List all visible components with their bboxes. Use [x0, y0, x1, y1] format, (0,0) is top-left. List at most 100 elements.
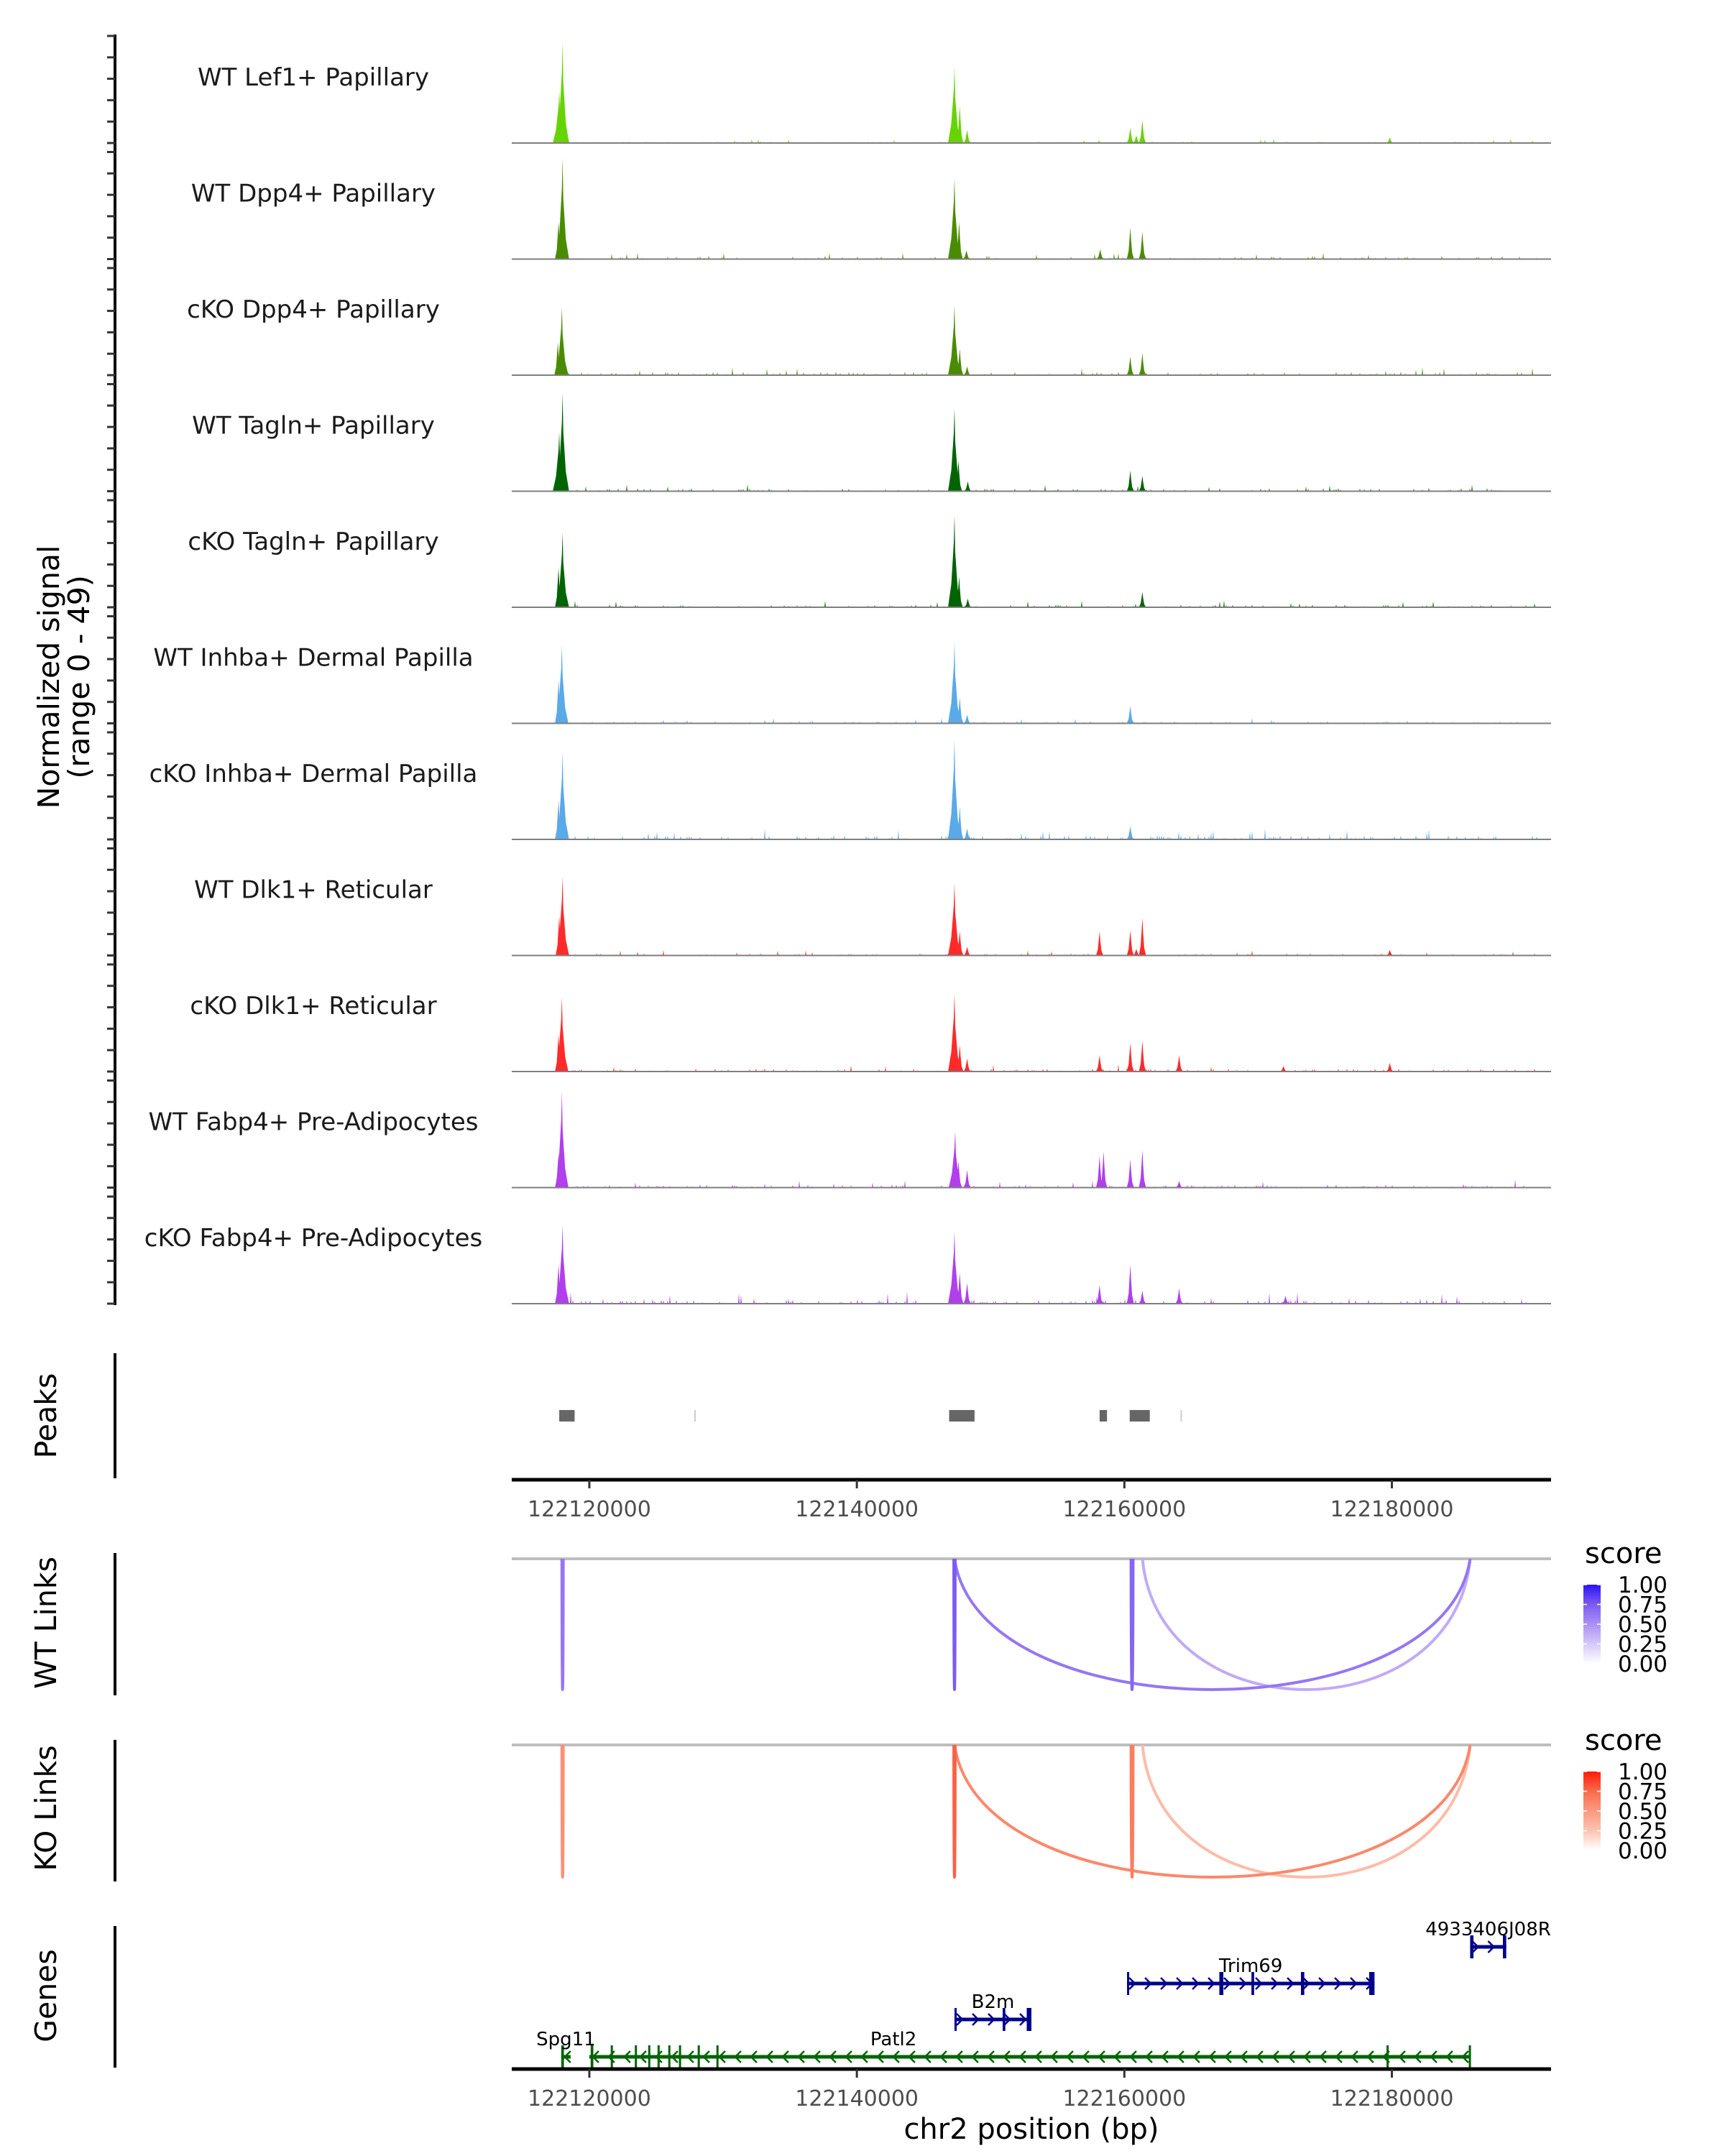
link-arc — [1129, 1744, 1135, 1879]
coverage-peak — [955, 576, 963, 607]
coverage-background — [576, 484, 1522, 492]
gene-exon — [1127, 1972, 1130, 1995]
strand-arrow-icon — [845, 2050, 852, 2063]
gene-label: Trim69 — [1218, 1955, 1282, 1977]
coverage-peak — [1138, 476, 1146, 492]
coverage-peak — [956, 1273, 964, 1304]
gene-label: B2m — [972, 1991, 1015, 2013]
strand-arrow-icon — [1335, 2050, 1343, 2063]
y-axis-title-line1: Normalized signal — [32, 545, 66, 809]
gene-exon — [1503, 1935, 1506, 1958]
coverage-peak — [956, 106, 964, 143]
coverage-peak — [1126, 127, 1134, 143]
coverage-peak — [553, 91, 566, 143]
coverage-peak — [963, 129, 971, 143]
coverage-peak — [1095, 1156, 1103, 1188]
strand-arrow-icon — [813, 2050, 821, 2063]
coverage-peak — [1133, 135, 1141, 143]
gene-exon — [1368, 1972, 1375, 1995]
coverage-peak — [1138, 120, 1146, 143]
track-label: WT Inhba+ Dermal Papilla — [153, 644, 473, 673]
gene-exon — [1219, 1972, 1224, 1995]
strand-arrow-icon — [1144, 1977, 1152, 1990]
track-label: WT Fabp4+ Pre-Adipocytes — [149, 1108, 479, 1137]
strand-arrow-icon — [1302, 1977, 1310, 1990]
coverage-peak — [1175, 1181, 1183, 1188]
coverage-peak — [956, 1045, 964, 1072]
coverage-peak — [947, 642, 961, 724]
coverage-track: WT Dlk1+ Reticular — [107, 847, 1551, 957]
strand-arrow-icon — [956, 2013, 964, 2026]
strand-arrow-icon — [1160, 1977, 1168, 1990]
gene-exon — [678, 2045, 681, 2068]
strand-arrow-icon — [908, 2050, 916, 2063]
links-label: WT Links — [29, 1557, 63, 1689]
coverage-peak — [1126, 826, 1134, 839]
coverage-peak — [555, 1152, 563, 1188]
coverage-background — [568, 600, 1535, 607]
strand-arrow-icon — [1256, 2050, 1264, 2063]
strand-arrow-icon — [1034, 2050, 1042, 2063]
strand-arrow-icon — [1414, 2050, 1422, 2063]
track-label: WT Lef1+ Papillary — [198, 63, 429, 92]
coverage-peak — [947, 1231, 961, 1304]
x-axis-title: chr2 position (bp) — [903, 2113, 1159, 2146]
strand-arrow-icon — [734, 2050, 742, 2063]
coverage-peak — [947, 407, 961, 492]
coverage-peak — [963, 714, 971, 724]
link-arc — [560, 1558, 565, 1691]
coverage-background — [570, 1291, 1527, 1304]
legend-tick-label: 0.25 — [1618, 1819, 1668, 1845]
gene-exon — [1300, 1972, 1305, 1995]
gene-label: 4933406J08R — [1425, 1919, 1551, 1940]
strand-arrow-icon — [1050, 2050, 1058, 2063]
track-label: cKO Inhba+ Dermal Papilla — [150, 760, 478, 788]
gene-label: Spg11 — [536, 2029, 596, 2050]
strand-arrow-icon — [1018, 2050, 1026, 2063]
gene-exon — [668, 2045, 671, 2068]
coverage-peak — [956, 806, 964, 839]
gene-trim69: Trim69 — [1127, 1955, 1375, 1995]
gene-exon — [610, 2045, 613, 2068]
peaks-track: Peaks — [29, 1353, 1182, 1478]
legend-tick-label: 0.50 — [1618, 1612, 1668, 1638]
strand-arrow-icon — [829, 2050, 837, 2063]
coverage-peak — [556, 158, 569, 259]
x-axis: 122120000 122140000 122160000 122180000 — [512, 1478, 1551, 1522]
peak-region — [1129, 1410, 1150, 1422]
legend-tick-label: 0.25 — [1618, 1632, 1668, 1658]
coverage-peak — [947, 305, 961, 375]
coverage-track: WT Lef1+ Papillary — [107, 34, 1551, 144]
coverage-background — [576, 1179, 1535, 1188]
coverage-track: cKO Fabp4+ Pre-Adipocytes — [107, 1195, 1551, 1305]
coverage-peak — [947, 515, 961, 607]
coverage-peak — [1138, 1150, 1146, 1188]
genes-track: Genes 4933406J08R Trim69 B2m Patl2 Spg11 — [29, 1919, 1551, 2068]
coverage-track: cKO Tagln+ Papillary — [107, 499, 1551, 609]
track-label: cKO Dpp4+ Papillary — [187, 295, 440, 324]
gene-exon — [1026, 2008, 1031, 2031]
strand-arrow-icon — [1334, 1977, 1342, 1990]
strand-arrow-icon — [988, 2013, 995, 2026]
y-axis-title: Normalized signal (range 0 - 49) — [32, 545, 96, 809]
coverage-peak — [1126, 1158, 1134, 1188]
coverage-peak — [963, 1170, 971, 1188]
gene-exon — [716, 2045, 719, 2068]
gene-exon — [561, 2045, 564, 2068]
strand-arrow-icon — [1350, 1977, 1358, 1990]
coverage-peak — [955, 221, 963, 259]
strand-arrow-icon — [1366, 2050, 1374, 2063]
coverage-peak — [947, 739, 961, 839]
coverage-peak — [954, 1161, 962, 1188]
legend-tick-label: 0.00 — [1618, 1838, 1668, 1864]
coverage-track: cKO Dpp4+ Papillary — [107, 267, 1551, 377]
strand-arrow-icon — [876, 2050, 884, 2063]
coverage-peak — [963, 1058, 971, 1072]
coverage-peak — [1126, 470, 1134, 492]
track-label: WT Dpp4+ Papillary — [191, 180, 436, 208]
strand-arrow-icon — [1287, 1977, 1294, 1990]
coverage-peak — [1126, 227, 1134, 259]
coverage-peak — [964, 598, 972, 607]
